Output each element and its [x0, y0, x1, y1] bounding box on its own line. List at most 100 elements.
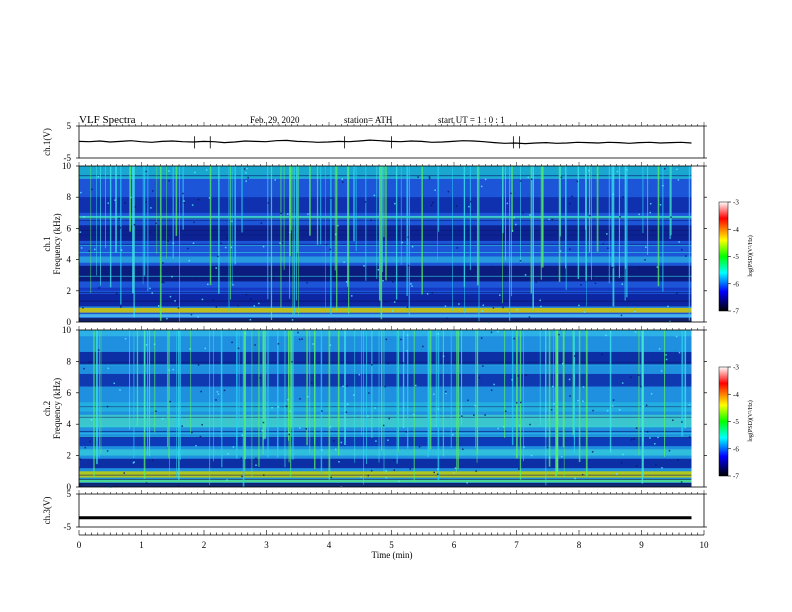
- ch1-noise: [659, 204, 662, 206]
- ch1-noise: [351, 295, 353, 297]
- colorbar-ch1-gradient: [718, 201, 729, 312]
- ch2-noise: [582, 386, 585, 388]
- ch1-ylabel: ch.1(V): [42, 128, 52, 156]
- ch2-noise: [654, 443, 656, 445]
- ch1-noise: [341, 178, 344, 180]
- colorbar-tick-label: -5: [733, 253, 739, 261]
- ch1-noise: [626, 168, 628, 171]
- ch1-noise: [569, 248, 571, 250]
- ch1-noise: [455, 205, 458, 207]
- ch1-noise: [237, 304, 239, 307]
- ch2-noise: [665, 358, 668, 361]
- ch2-noise: [568, 378, 571, 381]
- ch1-noise: [446, 317, 448, 320]
- ch1-noise: [651, 230, 654, 232]
- ch2-noise: [240, 457, 243, 460]
- ch2-noise: [634, 331, 637, 333]
- ch1-noise: [169, 295, 172, 298]
- ch2-noise: [385, 470, 388, 472]
- ch1-noise: [220, 242, 222, 245]
- ch1-noise: [98, 287, 100, 289]
- ch2-noise: [680, 481, 683, 483]
- ch1-noise: [401, 241, 404, 244]
- start-time-label: start UT = 1 : 0 : 1: [438, 115, 505, 125]
- ch2-noise: [346, 385, 348, 387]
- ch2-noise: [530, 454, 533, 457]
- colorbar-tick-label: -4: [733, 226, 739, 234]
- ch1-noise: [130, 196, 132, 199]
- ch1-noise: [685, 255, 687, 257]
- ch2-noise: [482, 365, 484, 367]
- ch1-noise: [243, 168, 246, 170]
- ch2-noise: [215, 399, 217, 401]
- ch2-noise: [124, 338, 127, 340]
- ch2-noise: [504, 410, 507, 413]
- ch1-noise: [120, 306, 122, 308]
- ch1-noise: [529, 214, 531, 216]
- ch1-noise: [619, 215, 621, 218]
- ch3-waveform-panel: 5 -5 ch.3(V): [42, 489, 707, 532]
- ch1-noise: [622, 196, 624, 198]
- ch2-noise: [244, 332, 247, 335]
- ch1-noise: [431, 292, 434, 294]
- ch1-noise: [253, 305, 256, 307]
- ch2-noise: [263, 474, 265, 476]
- ch2-noise: [655, 464, 657, 466]
- ch2-noise: [358, 373, 361, 376]
- ch2-noise: [197, 364, 200, 366]
- ch2-noise: [297, 331, 299, 334]
- ch1-noise: [411, 285, 413, 287]
- ch2-noise: [433, 471, 435, 474]
- ch2-noise: [518, 424, 521, 427]
- ch2-noise: [299, 398, 301, 400]
- ch2-noise: [630, 376, 632, 378]
- colorbar-tick-label: -3: [733, 199, 739, 207]
- ch1-noise: [410, 283, 412, 285]
- ch2-noise: [368, 392, 370, 394]
- ch2-noise: [649, 437, 651, 439]
- ch2-noise: [678, 351, 681, 354]
- ch2-noise: [646, 430, 649, 433]
- ch1-noise: [676, 292, 678, 294]
- ch1-noise: [522, 211, 524, 214]
- ch1-noise: [119, 226, 122, 229]
- ch2-noise: [497, 330, 499, 333]
- ch1-noise: [519, 180, 522, 182]
- ch1-noise: [539, 299, 541, 302]
- ch1-noise: [231, 220, 233, 223]
- ch2-noise: [681, 421, 683, 423]
- ch1-noise: [527, 176, 530, 179]
- ch2-noise: [181, 425, 183, 427]
- ch2-noise: [311, 382, 313, 384]
- ch2-noise: [437, 468, 439, 470]
- ch2-noise: [558, 333, 560, 336]
- ch1-noise: [471, 211, 473, 213]
- ch1-noise: [115, 292, 118, 295]
- ch1-waveform-panel: 5 -5 ch.1(V): [42, 121, 707, 163]
- ch1-noise: [468, 205, 470, 208]
- ch2-noise: [569, 395, 571, 397]
- ch2-ytick-label: 4: [67, 419, 72, 429]
- ch2-noise: [418, 446, 421, 448]
- ch2-noise: [637, 374, 640, 376]
- ch1-noise: [145, 201, 147, 203]
- ch1-noise: [149, 287, 151, 290]
- time-axis-tick-label: 7: [514, 540, 519, 550]
- ch1-noise: [407, 264, 410, 267]
- ch1-noise: [612, 193, 614, 196]
- ch2-noise: [405, 430, 408, 433]
- ch2-noise: [502, 426, 505, 428]
- ch2-noise: [672, 419, 674, 421]
- ch1-noise: [450, 300, 452, 302]
- ch1-noise: [515, 223, 517, 226]
- ch2-noise: [688, 436, 691, 438]
- ch1-noise: [373, 194, 376, 197]
- ch2-noise: [312, 343, 314, 345]
- ch2-noise: [241, 475, 243, 478]
- ch2-noise: [474, 404, 476, 407]
- ch1-noise: [193, 221, 195, 224]
- ch2-noise: [523, 446, 525, 448]
- ch1-noise: [205, 169, 208, 171]
- ch1-noise: [392, 281, 394, 283]
- ch1-noise: [616, 170, 619, 173]
